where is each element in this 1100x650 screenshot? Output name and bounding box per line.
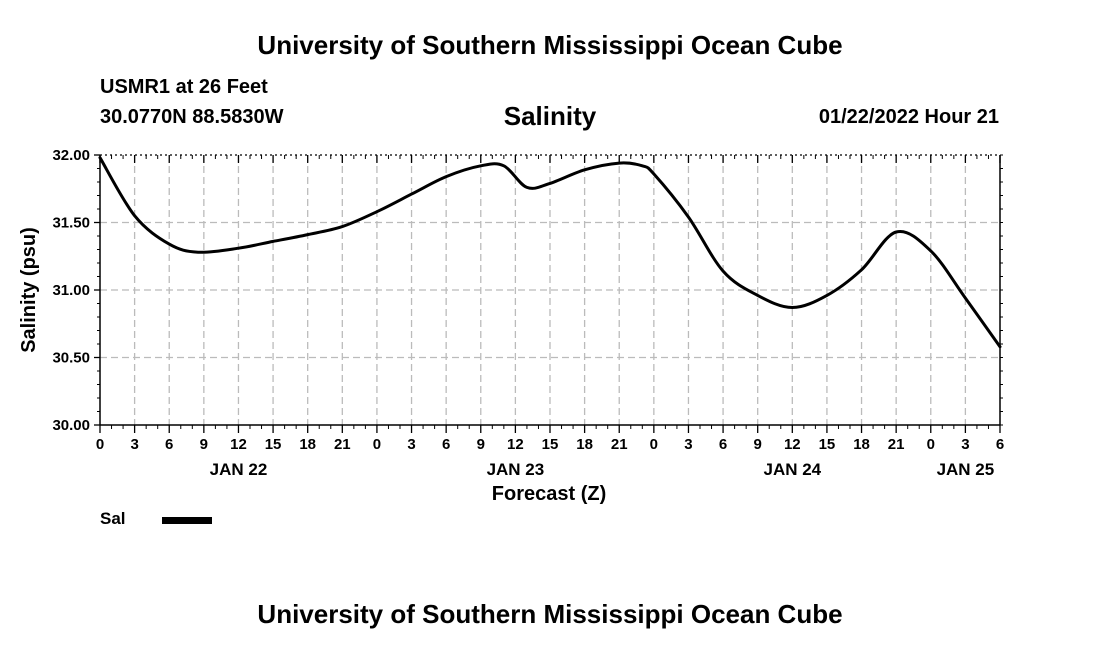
- x-tick-label: 12: [784, 436, 801, 453]
- x-tick-label: 6: [165, 436, 173, 453]
- legend-label: Sal: [100, 509, 126, 528]
- date-label: JAN 24: [763, 460, 821, 479]
- y-tick-label: 30.00: [52, 417, 90, 434]
- x-tick-label: 12: [230, 436, 247, 453]
- valid-time: 01/22/2022 Hour 21: [818, 106, 999, 128]
- x-tick-label: 21: [888, 436, 905, 453]
- x-tick-label: 0: [650, 436, 658, 453]
- x-tick-label: 12: [507, 436, 524, 453]
- axes: 0 3 6 9 12 15 18 21 0 3 6 9 12 15 18 21 0 3 6 9 12 15 18 21 0 3 6J…: [52, 147, 1004, 479]
- y-tick-label: 30.50: [52, 350, 90, 367]
- x-tick-label: 0: [373, 436, 381, 453]
- chart-title: Salinity: [503, 101, 597, 131]
- station-label: USMR1 at 26 Feet: [100, 76, 268, 98]
- date-label: JAN 22: [210, 460, 268, 479]
- x-tick-label: 21: [611, 436, 628, 453]
- x-tick-label: 18: [299, 436, 316, 453]
- y-tick-label: 32.00: [52, 147, 90, 164]
- x-tick-label: 9: [200, 436, 208, 453]
- x-tick-label: 6: [996, 436, 1004, 453]
- main-title: University of Southern Mississippi Ocean…: [257, 30, 843, 60]
- series-line-sal: [98, 156, 1002, 349]
- x-tick-label: 9: [477, 436, 485, 453]
- grid-lines: [100, 154, 1000, 425]
- x-tick-label: 15: [265, 436, 282, 453]
- y-tick-label: 31.50: [52, 215, 90, 232]
- legend-line-swatch: [162, 517, 212, 524]
- date-label: JAN 23: [487, 460, 545, 479]
- x-tick-label: 15: [542, 436, 559, 453]
- date-label: JAN 25: [937, 460, 995, 479]
- footer-title: University of Southern Mississippi Ocean…: [257, 599, 843, 629]
- x-tick-label: 3: [961, 436, 969, 453]
- x-tick-label: 3: [684, 436, 692, 453]
- series-layer: [98, 156, 1002, 349]
- x-tick-label: 6: [442, 436, 450, 453]
- y-axis-label: Salinity (psu): [18, 227, 40, 353]
- x-tick-label: 3: [130, 436, 138, 453]
- y-tick-label: 31.00: [52, 282, 90, 299]
- x-tick-label: 15: [819, 436, 836, 453]
- x-tick-label: 18: [853, 436, 870, 453]
- x-tick-label: 21: [334, 436, 351, 453]
- x-tick-label: 3: [407, 436, 415, 453]
- station-coordinates: 30.0770N 88.5830W: [100, 106, 284, 128]
- x-axis-label: Forecast (Z): [492, 483, 606, 505]
- x-tick-label: 9: [754, 436, 762, 453]
- x-tick-label: 0: [927, 436, 935, 453]
- x-tick-label: 0: [96, 436, 104, 453]
- x-tick-label: 6: [719, 436, 727, 453]
- x-tick-label: 18: [576, 436, 593, 453]
